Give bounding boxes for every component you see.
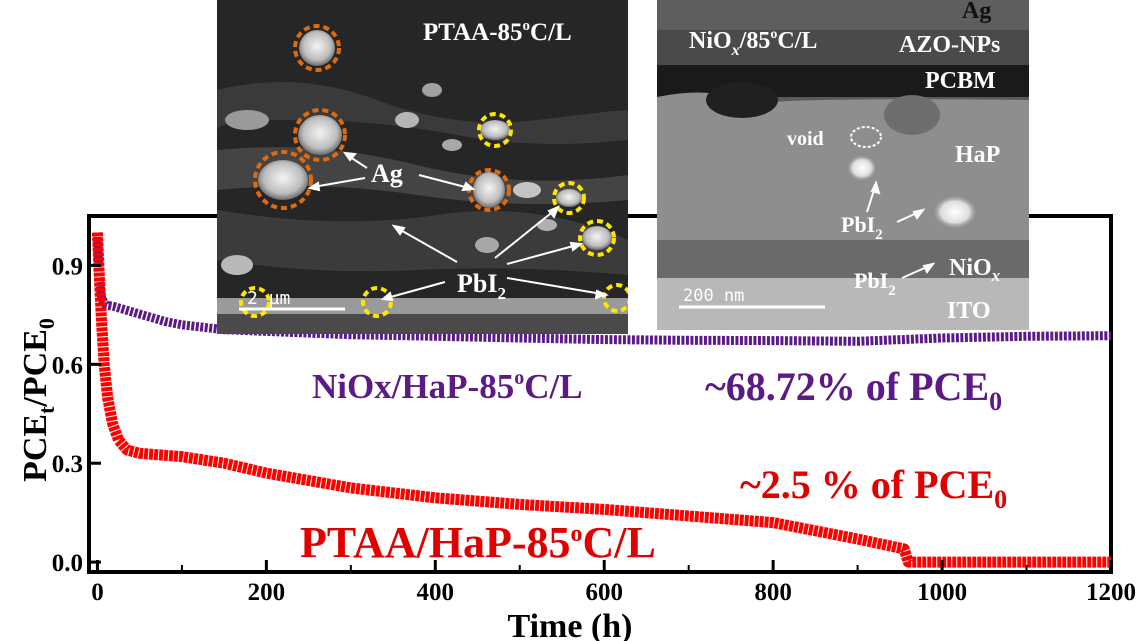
- series-layer: [91, 232, 1112, 568]
- tem-label-void: void: [787, 128, 824, 150]
- tick-layer: 0 200 400 600 800 1000 1200 0.0 0.3 0.6 0.9: [52, 253, 1136, 606]
- tem-layer-hap: HaP: [955, 142, 1000, 168]
- series-line-ptaa: [91, 232, 1111, 568]
- x-tick-label: 800: [754, 579, 792, 606]
- pbi2-markers: [239, 112, 628, 318]
- tem-layer-azo: AZO-NPs: [899, 32, 1000, 58]
- tem-scalebar-label: 200 nm: [683, 286, 744, 306]
- ptaa-series-label: PTAA/HaP-85oC/L: [300, 518, 656, 567]
- x-tick-label: 400: [417, 579, 455, 606]
- tem-layer-ag: Ag: [962, 0, 991, 24]
- sem-scalebar-label: 2 µm: [247, 288, 290, 309]
- tem-layer-niox: NiOx: [949, 255, 1001, 285]
- sem-label-ag: Ag: [371, 159, 403, 188]
- y-tick-label: 0.9: [52, 253, 83, 280]
- y-tick-label: 0.6: [52, 352, 83, 379]
- ptaa-retention-label: ~2.5 % of PCE0: [740, 462, 1007, 514]
- inset-arrows: [307, 151, 609, 302]
- y-tick-label: 0.0: [52, 550, 83, 577]
- inset-sem-ptaa: PTAA-85oC/L Ag PbI2 2 µm: [217, 0, 628, 334]
- x-tick-label: 600: [585, 579, 623, 606]
- particles: [221, 30, 612, 275]
- tem-layer-ito: ITO: [947, 298, 991, 324]
- x-axis-title: Time (h): [508, 608, 633, 641]
- sem-image: PTAA-85oC/L Ag PbI2 2 µm: [217, 0, 628, 334]
- x-tick-label: 1000: [917, 579, 967, 606]
- sem-title: PTAA-85oC/L: [423, 18, 572, 46]
- tem-title: NiOx/85oC/L: [689, 27, 817, 59]
- tem-label-pbi2-b: PbI2: [854, 268, 896, 299]
- x-tick-label: 200: [248, 579, 286, 606]
- tem-layer-pcbm: PCBM: [925, 68, 996, 94]
- tem-image: NiOx/85oC/L Ag AZO-NPs PCBM HaP void PbI…: [657, 0, 1029, 330]
- niox-retention-label: ~68.72% of PCE0: [705, 364, 1002, 416]
- sem-label-pbi2: PbI2: [457, 269, 506, 303]
- niox-series-label: NiOx/HaP-85oC/L: [312, 367, 583, 406]
- tem-arrows: [866, 180, 936, 279]
- inset-tem-niox: NiOx/85oC/L Ag AZO-NPs PCBM HaP void PbI…: [657, 0, 1029, 330]
- y-axis-title: PCEt/PCE0: [17, 318, 59, 482]
- y-tick-label: 0.3: [52, 451, 83, 478]
- tem-label-pbi2-a: PbI2: [841, 212, 883, 243]
- x-tick-label: 0: [91, 579, 104, 606]
- x-tick-label: 1200: [1086, 579, 1136, 606]
- series-line-niox: [92, 232, 1112, 346]
